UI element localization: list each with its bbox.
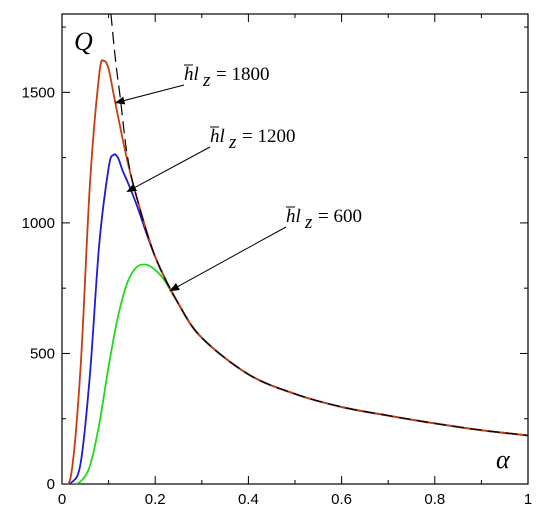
annotation-subscript: z [228, 132, 237, 153]
plot-frame [61, 13, 529, 485]
x-tick-label: 0.6 [331, 491, 352, 508]
y-tick-label: 500 [30, 345, 55, 362]
tick-labels: 0 0.2 0.4 0.6 0.8 1 0 500 1000 1500 [22, 84, 533, 508]
annotation-2: hl z = 600 [169, 206, 362, 292]
ticks [61, 14, 529, 485]
y-tick-label: 0 [47, 476, 55, 493]
annotation-arrow [126, 146, 211, 193]
series-line-2 [62, 263, 528, 484]
x-tick-label: 0 [58, 491, 66, 508]
annotation-value: = 600 [318, 206, 362, 227]
x-tick-label: 0.2 [145, 491, 166, 508]
annotation-value: = 1800 [216, 64, 269, 85]
annotation-var: hl [184, 64, 199, 85]
annotation-subscript: z [202, 70, 211, 91]
series-line-0 [62, 59, 528, 484]
y-axis-label: Q [74, 27, 93, 56]
x-tick-label: 0.4 [238, 491, 259, 508]
annotation-value: = 1200 [242, 126, 295, 147]
series-line-3 [110, 14, 528, 437]
x-tick-label: 0.8 [424, 491, 445, 508]
annotation-arrow [169, 226, 287, 292]
annotation-1: hl z = 1200 [126, 126, 295, 193]
series-layer [62, 14, 528, 484]
y-tick-label: 1500 [22, 84, 55, 101]
annotation-0: hl z = 1800 [114, 64, 269, 105]
annotation-var: hl [210, 126, 225, 147]
series-line-1 [62, 153, 528, 484]
annotation-arrow [114, 84, 185, 105]
x-axis-label: α [496, 445, 511, 474]
y-tick-label: 1000 [22, 215, 55, 232]
x-tick-label: 1 [524, 491, 532, 508]
annotation-subscript: z [304, 212, 313, 233]
annotation-var: hl [286, 206, 301, 227]
